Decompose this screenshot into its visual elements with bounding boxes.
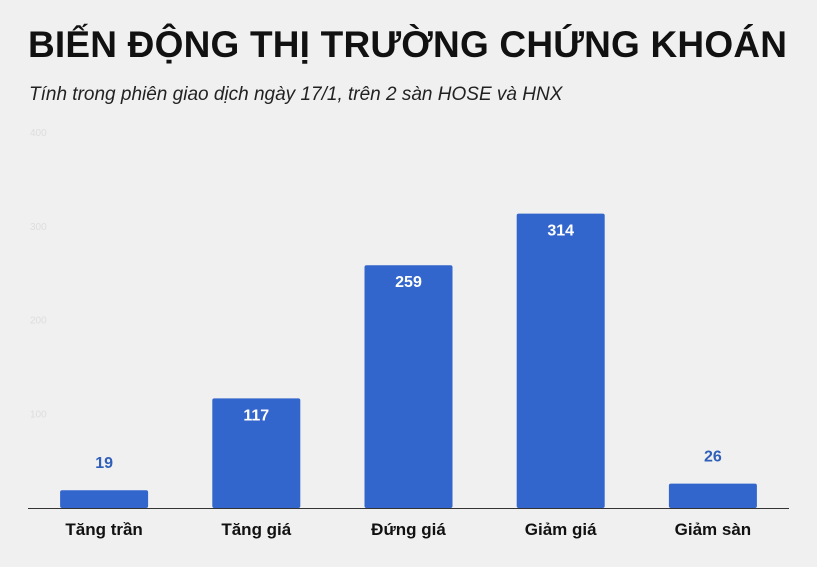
- y-tick-label: 100: [30, 409, 47, 420]
- y-tick-label: 200: [30, 316, 47, 327]
- bar: [60, 490, 149, 508]
- chart-title: BIẾN ĐỘNG THỊ TRƯỜNG CHỨNG KHOÁN: [28, 24, 788, 65]
- category-labels: Tăng trần Tăng giá Đứng giá Giảm giá Giảm sà…: [65, 520, 751, 539]
- y-tick-label: 400: [30, 128, 47, 139]
- data-label: 314: [547, 223, 574, 240]
- bar: [668, 483, 757, 508]
- bar: [364, 265, 453, 508]
- bar: [212, 398, 301, 508]
- category-label: Đứng giá: [371, 520, 446, 539]
- category-label: Giảm sàn: [675, 520, 752, 539]
- data-label: 19: [95, 455, 113, 472]
- category-label: Tăng giá: [221, 520, 291, 539]
- y-tick-label: 300: [30, 222, 47, 233]
- data-label: 26: [704, 449, 722, 466]
- category-label: Tăng trần: [65, 520, 142, 539]
- data-label: 117: [243, 407, 269, 424]
- category-label: Giảm giá: [525, 520, 597, 539]
- y-axis-ticks: 100 200 300 400: [30, 128, 47, 420]
- bars: 19 117 259 314 26: [60, 213, 757, 508]
- data-label: 259: [395, 274, 422, 291]
- bar: [516, 213, 605, 508]
- chart-subtitle: Tính trong phiên giao dịch ngày 17/1, tr…: [29, 84, 563, 105]
